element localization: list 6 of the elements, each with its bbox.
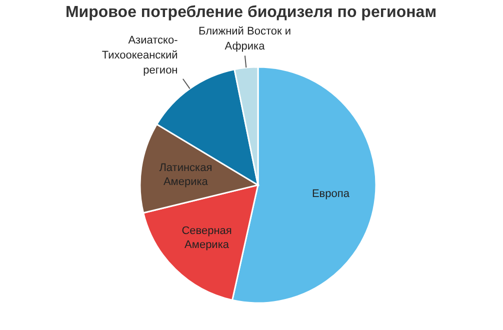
slice-label: Латинская Америка (159, 162, 212, 188)
slice-label: Азиатско-Тихоокеанский регион (102, 34, 178, 76)
chart-title: Мировое потребление биодизеля по регионам (65, 4, 437, 21)
slice-label: Европа (312, 188, 350, 200)
slice-label: Северная Америка (182, 225, 232, 252)
slice-label: Ближний Восток и Африка (198, 26, 291, 53)
